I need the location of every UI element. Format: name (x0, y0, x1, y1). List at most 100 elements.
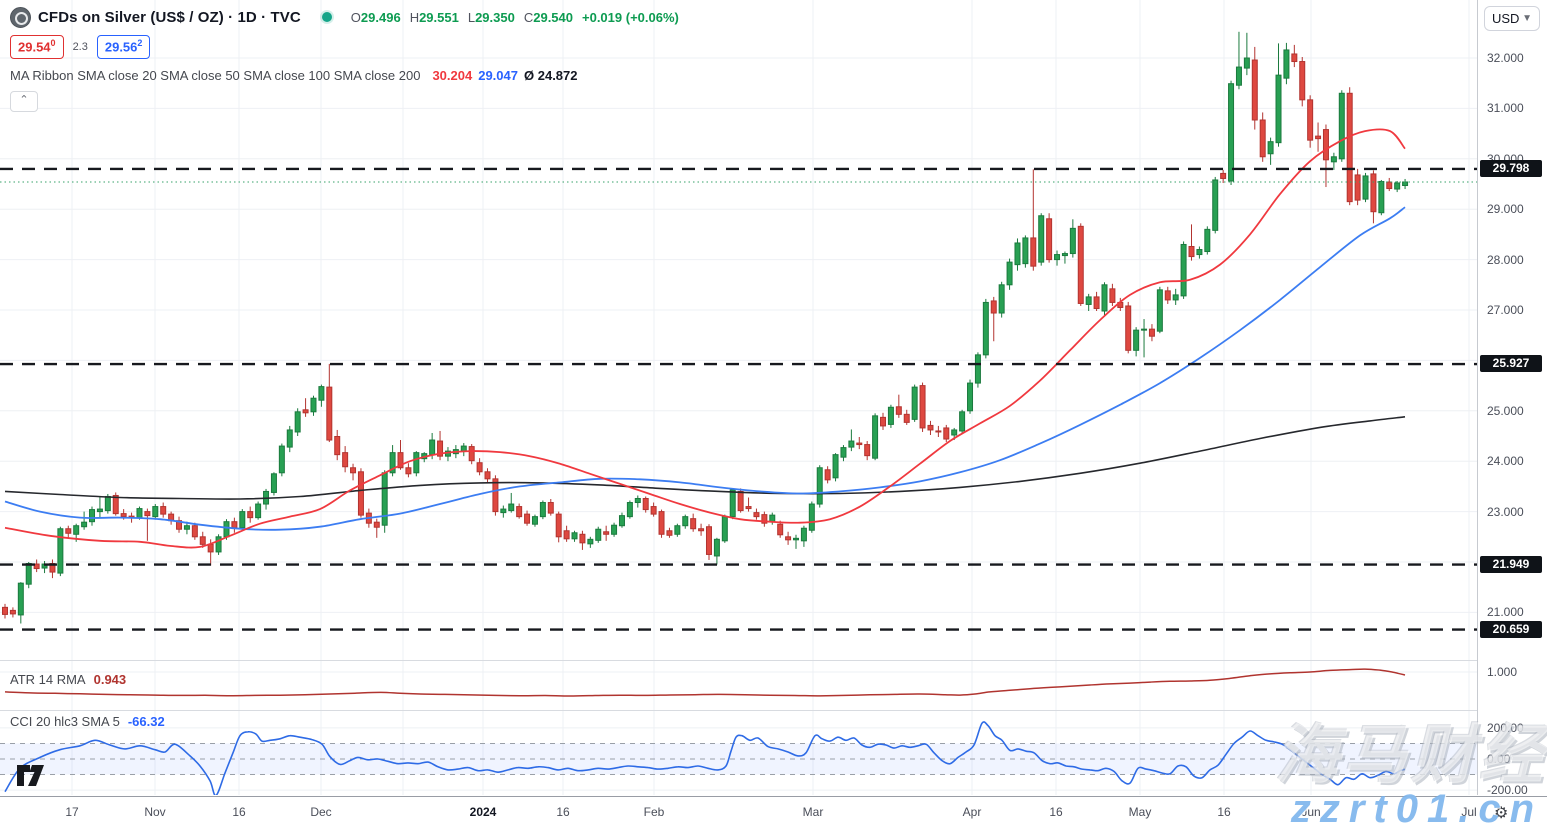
candle-body (1061, 253, 1068, 257)
high-value: 29.551 (419, 9, 459, 25)
sma50-value: 29.047 (478, 68, 518, 83)
buy-price-button[interactable]: 29.562 (96, 35, 151, 59)
candle (1101, 282, 1108, 316)
candle-body (81, 521, 88, 528)
candle (618, 512, 625, 528)
candle (539, 500, 546, 520)
candle-body (571, 532, 578, 540)
candle-body (840, 447, 847, 458)
candle (856, 437, 863, 450)
cci-legend[interactable]: CCI 20 hlc3 SMA 5 -66.32 (10, 714, 165, 729)
candle-body (334, 436, 341, 456)
candle-body (1188, 245, 1195, 258)
candle (413, 451, 420, 477)
candle-body (1235, 66, 1242, 86)
symbol-title[interactable]: CFDs on Silver (US$ / OZ) · 1D · TVC (38, 8, 301, 26)
candle (25, 562, 32, 589)
candle (460, 443, 467, 457)
candle-body (405, 467, 412, 475)
candle-body (1180, 243, 1187, 297)
candle-body (112, 494, 119, 515)
candle (231, 517, 238, 533)
candle (1054, 250, 1061, 266)
atr-legend[interactable]: ATR 14 RMA 0.943 (10, 672, 126, 687)
candle-body (1101, 284, 1108, 312)
candle (1077, 223, 1084, 306)
candle-body (1378, 180, 1385, 214)
panel-separator[interactable] (0, 660, 1547, 661)
tradingview-logo-icon[interactable] (17, 764, 51, 792)
price-axis[interactable]: 32.000 31.000 30.000 29.000 28.000 27.000 25.0… (1477, 0, 1547, 797)
time-tick-label: 16 (1217, 805, 1231, 819)
candle (990, 296, 997, 342)
candle (650, 502, 657, 517)
candle (1093, 291, 1100, 312)
candle-body (516, 506, 523, 518)
candle (666, 527, 673, 538)
candle-body (1291, 53, 1298, 63)
time-tick-label: 16 (232, 805, 246, 819)
candle-body (1283, 49, 1290, 79)
change-value: +0.019 (+0.06%) (582, 9, 679, 25)
candle-body (152, 506, 159, 518)
candle (484, 468, 491, 483)
candle (1133, 327, 1140, 357)
candle (278, 443, 285, 477)
price-level-badge: 29.798 (1480, 159, 1542, 177)
candle-body (864, 444, 871, 457)
candle-body (705, 526, 712, 555)
atr-line (4, 668, 1406, 697)
candle-body (255, 503, 262, 519)
candle-body (982, 301, 989, 356)
candle-body (698, 528, 705, 532)
candle (808, 501, 815, 533)
candle (524, 510, 531, 526)
candle-body (1251, 59, 1258, 121)
candle (864, 441, 871, 461)
ma-ribbon-legend[interactable]: MA Ribbon SMA close 20 SMA close 50 SMA … (10, 68, 578, 83)
candle-body (919, 385, 926, 429)
candle (832, 453, 839, 482)
currency-dropdown[interactable]: USD ▼ (1484, 6, 1540, 31)
candle-body (1394, 182, 1401, 190)
time-tick-label: Apr (962, 805, 982, 819)
candle (1164, 286, 1171, 304)
candle-body (626, 502, 633, 518)
candle (1243, 32, 1250, 76)
collapse-indicators-button[interactable]: ⌃ (10, 91, 38, 112)
candle-body (1085, 296, 1092, 305)
candle-body (800, 527, 807, 542)
panel-separator[interactable] (0, 710, 1547, 711)
candle-body (160, 506, 167, 515)
sell-price-button[interactable]: 29.540 (10, 35, 64, 59)
close-value: 29.540 (533, 9, 573, 25)
candle (571, 530, 578, 542)
candle-body (1362, 175, 1369, 200)
candle-body (555, 513, 562, 538)
sma20-line (4, 128, 1406, 549)
candle-body (1093, 296, 1100, 309)
candle-body (239, 511, 246, 529)
axis-settings-gear-icon[interactable]: ⚙ (1494, 805, 1509, 822)
candle (191, 522, 198, 540)
candle (1022, 235, 1029, 268)
candle-body (974, 354, 981, 384)
candle-body (1346, 92, 1353, 203)
time-tick-label: 2024 (469, 805, 497, 819)
low-value: 29.350 (475, 9, 515, 25)
candle-body (96, 508, 103, 513)
candle (89, 506, 96, 526)
candle-body (666, 530, 673, 536)
candle (2, 603, 8, 619)
candle (800, 525, 807, 547)
spread-value: 2.3 (72, 41, 88, 53)
candle (318, 384, 325, 407)
candle (255, 501, 262, 520)
candle (887, 404, 894, 428)
ma-ribbon-lines (4, 128, 1406, 549)
candle (144, 508, 151, 541)
candle (1251, 46, 1258, 130)
time-axis[interactable]: 17 Nov 16 Dec 2024 16 Feb Mar Apr 16 May 16 Jun Jul (0, 796, 1547, 829)
